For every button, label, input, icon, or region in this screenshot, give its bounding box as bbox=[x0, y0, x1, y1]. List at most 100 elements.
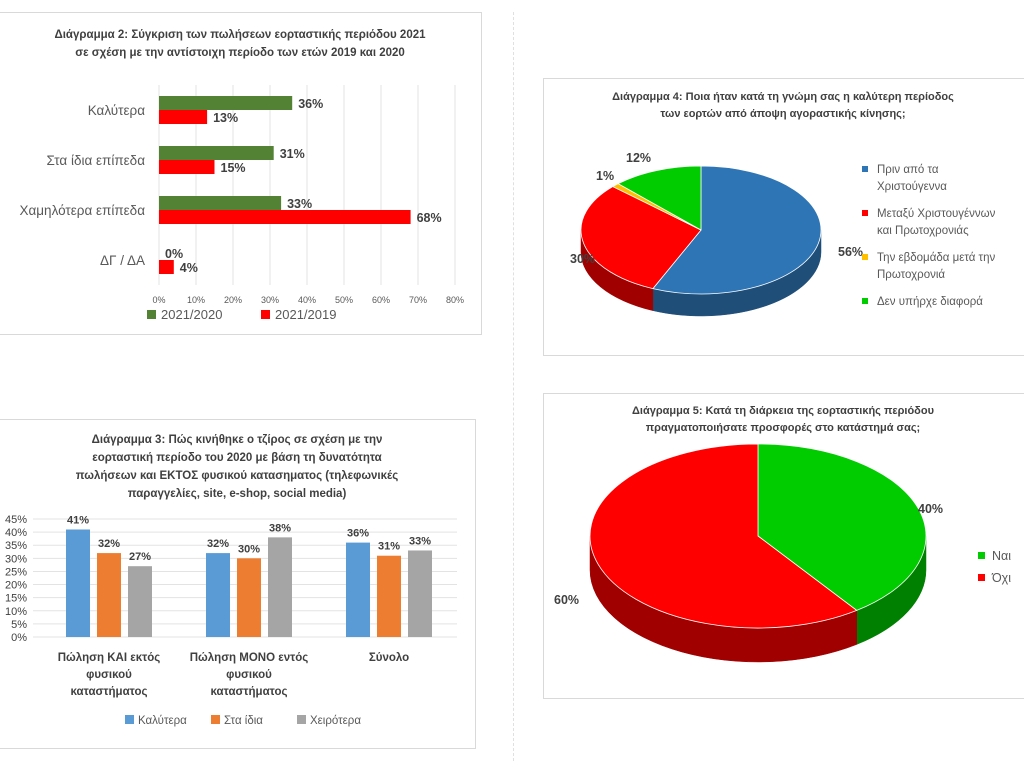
legend-label: Χειρότερα bbox=[310, 715, 361, 727]
chart-4-title-line-2: των εορτών από άποψη αγοραστικής κίνησης… bbox=[660, 108, 906, 120]
chart-5-title: Διάγραμμα 5: Κατά τη διάρκεια της εορτασ… bbox=[544, 403, 1024, 437]
legend-label: Χριστούγεννα bbox=[877, 181, 947, 193]
data-label: 30% bbox=[570, 252, 595, 266]
category-label: καταστήματος bbox=[71, 686, 148, 698]
y-tick-label: 5% bbox=[11, 619, 27, 631]
legend-marker bbox=[147, 310, 156, 319]
legend-marker bbox=[211, 715, 220, 724]
x-tick-label: 40% bbox=[298, 295, 316, 305]
data-label: 38% bbox=[269, 522, 291, 534]
category-label: ΔΓ / ΔΑ bbox=[100, 253, 145, 268]
legend-label: Πριν από τα bbox=[877, 164, 939, 176]
data-label: 60% bbox=[554, 593, 579, 607]
slice-Πριν από τα Χριστούγεννα bbox=[652, 165, 822, 295]
chart-5-panel: Διάγραμμα 5: Κατά τη διάρκεια της εορτασ… bbox=[543, 393, 1024, 699]
slice-Ναι bbox=[757, 443, 927, 611]
legend-marker bbox=[297, 715, 306, 724]
category-label: καταστήματος bbox=[211, 686, 288, 698]
data-label: 31% bbox=[280, 147, 305, 161]
chart-5-svg: 40% 60% Ναι Όχι bbox=[554, 443, 1011, 663]
bar-2021/2020 bbox=[159, 96, 293, 110]
legend-label: και Πρωτοχρονιάς bbox=[877, 225, 969, 237]
legend-label: Πρωτοχρονιά bbox=[877, 269, 945, 281]
bar-2021/2019 bbox=[159, 210, 411, 224]
chart-4-svg: 56% 30% 1% 12% Πριν από τα Χριστούγεννα Μεταξύ… bbox=[570, 151, 996, 317]
legend-marker bbox=[125, 715, 134, 724]
chart-5-title-line-1: Διάγραμμα 5: Κατά τη διάρκεια της εορτασ… bbox=[632, 405, 934, 417]
legend-marker bbox=[862, 254, 868, 260]
chart-3-title: Διάγραμμα 3: Πώς κινήθηκε ο τζίρος σε σχ… bbox=[0, 431, 475, 503]
bar-2021/2019 bbox=[159, 260, 174, 274]
data-label: 36% bbox=[347, 528, 369, 540]
data-label: 40% bbox=[918, 502, 943, 516]
slice-Μεταξύ Χριστουγέννων και Πρωτοχρονιάς bbox=[580, 186, 702, 290]
x-tick-label: 80% bbox=[446, 295, 464, 305]
chart-4-title: Διάγραμμα 4: Ποια ήταν κατά τη γνώμη σας… bbox=[544, 89, 1024, 123]
chart-5-title-line-2: πραγματοποιήσατε προσφορές στο κατάστημά… bbox=[645, 422, 921, 434]
bar-Στα ίδια bbox=[237, 558, 261, 637]
legend-marker bbox=[261, 310, 270, 319]
legend-label: Ναι bbox=[992, 549, 1011, 563]
category-label: Πώληση ΚΑΙ εκτός bbox=[58, 652, 161, 664]
legend-marker bbox=[862, 298, 868, 304]
legend-label: 2021/2020 bbox=[161, 307, 222, 322]
bar-Χειρότερα bbox=[268, 537, 292, 637]
y-tick-label: 0% bbox=[11, 632, 27, 644]
legend-label: Μεταξύ Χριστουγέννων bbox=[877, 208, 996, 220]
x-tick-label: 30% bbox=[261, 295, 279, 305]
x-tick-label: 0% bbox=[152, 295, 165, 305]
chart-2-title: Διάγραμμα 2: Σύγκριση των πωλήσεων εορτα… bbox=[0, 26, 481, 62]
slice-Δεν υπήρχε διαφορά bbox=[617, 165, 702, 231]
chart-2-svg: 0% 10% 20% 30% 40% 50% 60% 70% 80% Καλύτερα 36% 13%… bbox=[19, 85, 464, 322]
category-label: Χαμηλότερα επίπεδα bbox=[19, 203, 145, 218]
x-tick-label: 50% bbox=[335, 295, 353, 305]
data-label: 33% bbox=[287, 197, 312, 211]
bar-2021/2019 bbox=[159, 160, 215, 174]
y-tick-label: 20% bbox=[5, 580, 27, 592]
chart-3-svg: 0%5%10%15%20%25%30%35%40%45% 41%32%27%Πώλ… bbox=[5, 514, 457, 727]
data-label: 1% bbox=[596, 169, 614, 183]
chart-3-title-line-4: παραγγελίες, site, e-shop, social media) bbox=[127, 488, 347, 500]
data-label: 32% bbox=[98, 538, 120, 550]
chart-3-title-line-1: Διάγραμμα 3: Πώς κινήθηκε ο τζίρος σε σχ… bbox=[91, 434, 383, 446]
y-tick-label: 15% bbox=[5, 593, 27, 605]
chart-2-title-line-2: σε σχέση με την αντίστοιχη περίοδο των ε… bbox=[75, 47, 405, 59]
legend-label: 2021/2019 bbox=[275, 307, 336, 322]
data-label: 0% bbox=[165, 247, 183, 261]
legend-label: Την εβδομάδα μετά την bbox=[877, 252, 995, 264]
data-label: 31% bbox=[378, 541, 400, 553]
legend-label: Δεν υπήρχε διαφορά bbox=[877, 296, 983, 308]
bar-Χειρότερα bbox=[128, 566, 152, 637]
data-label: 68% bbox=[417, 211, 442, 225]
data-label: 36% bbox=[298, 97, 323, 111]
data-label: 33% bbox=[409, 535, 431, 547]
y-tick-label: 40% bbox=[5, 527, 27, 539]
category-label: φυσικού bbox=[226, 669, 272, 681]
bar-Καλύτερα bbox=[346, 542, 370, 637]
bar-2021/2020 bbox=[159, 146, 274, 160]
x-tick-label: 60% bbox=[372, 295, 390, 305]
x-tick-label: 20% bbox=[224, 295, 242, 305]
bar-2021/2019 bbox=[159, 110, 208, 124]
bar-Στα ίδια bbox=[377, 555, 401, 637]
chart-3-title-line-3: πωλήσεων και ΕΚΤΟΣ φυσικού κατασηματος (… bbox=[75, 470, 399, 482]
chart-4-panel: Διάγραμμα 4: Ποια ήταν κατά τη γνώμη σας… bbox=[543, 78, 1024, 356]
y-tick-label: 35% bbox=[5, 540, 27, 552]
y-tick-label: 30% bbox=[5, 553, 27, 565]
data-label: 15% bbox=[221, 161, 246, 175]
data-label: 30% bbox=[238, 543, 260, 555]
data-label: 56% bbox=[838, 245, 863, 259]
chart-2-title-line-1: Διάγραμμα 2: Σύγκριση των πωλήσεων εορτα… bbox=[54, 29, 426, 41]
category-label: Σύνολο bbox=[369, 652, 409, 664]
x-tick-label: 10% bbox=[187, 295, 205, 305]
legend-label: Καλύτερα bbox=[138, 715, 187, 727]
bar-Στα ίδια bbox=[97, 553, 121, 637]
chart-3-title-line-2: εορταστική περίοδο του 2020 με βάση τη δ… bbox=[92, 452, 382, 464]
bar-Χειρότερα bbox=[408, 550, 432, 637]
slice-Όχι bbox=[589, 443, 858, 629]
legend-marker bbox=[862, 210, 868, 216]
legend-marker bbox=[978, 574, 985, 581]
y-tick-label: 10% bbox=[5, 606, 27, 618]
bar-Καλύτερα bbox=[66, 529, 90, 637]
chart-3-panel: Διάγραμμα 3: Πώς κινήθηκε ο τζίρος σε σχ… bbox=[0, 419, 476, 749]
